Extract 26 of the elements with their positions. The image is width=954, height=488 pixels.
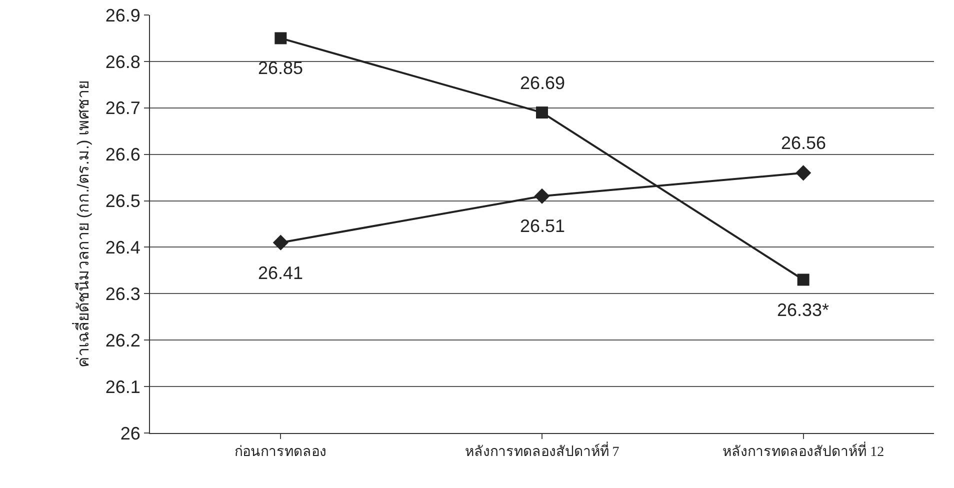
data-label: 26.69	[520, 73, 566, 93]
point	[274, 32, 287, 44]
data-label: 26.33*	[777, 300, 830, 320]
x-tick-label: ก่อนการทดลอง	[234, 444, 327, 460]
y-tick-label: 26.6	[105, 144, 140, 165]
data-label: 26.85	[258, 58, 304, 78]
point	[272, 234, 288, 250]
y-tick-label: 26.7	[105, 98, 140, 118]
y-tick-label: 26.5	[105, 191, 140, 212]
data-label: 26.56	[781, 133, 826, 153]
point	[796, 165, 812, 181]
y-tick-label: 26.1	[105, 376, 140, 397]
y-tick-label: 26.8	[105, 52, 140, 72]
point	[536, 106, 548, 119]
point	[534, 188, 550, 204]
y-tick-label: 26.9	[105, 5, 140, 26]
point	[797, 274, 810, 286]
data-label: 26.51	[520, 216, 566, 236]
y-tick-label: 26.4	[105, 238, 140, 258]
x-tick-label: หลังการทดลองสัปดาห์ที่ 7	[464, 442, 620, 460]
y-tick-label: 26.3	[105, 284, 140, 304]
x-tick-label: หลังการทดลองสัปดาห์ที่ 12	[722, 442, 884, 460]
y-tick-label: 26.2	[105, 330, 140, 350]
y-tick-label: 26	[120, 423, 140, 444]
data-label: 26.41	[258, 263, 304, 283]
y-axis-title: ค่าเฉลี่ยดัชนีมวลกาย (กก./ตร.ม.) เพศชาย	[71, 80, 92, 368]
